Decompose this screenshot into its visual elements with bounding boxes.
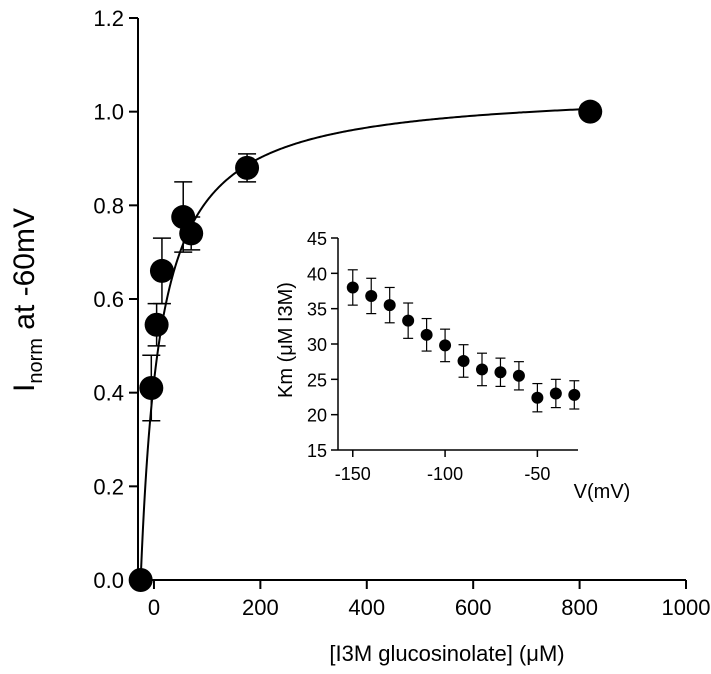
main-y-axis-label-subscript: norm	[25, 338, 47, 384]
inset-data-point	[549, 387, 562, 400]
main-x-tick-label: 600	[455, 595, 492, 620]
main-chart: 0.0 0.2 0.4 0.6 0.8 1.0 1.2 0 200 400 600 800 1000	[93, 6, 710, 620]
main-x-tick-label: 800	[561, 595, 598, 620]
inset-data-point	[402, 314, 415, 327]
inset-data-point	[420, 328, 433, 341]
main-y-tick-label: 0.6	[93, 287, 124, 312]
inset-y-tick-label: 45	[307, 229, 327, 249]
main-x-axis-label: [I3M glucosinolate] (μM)	[329, 641, 564, 666]
inset-y-tick-label: 20	[307, 406, 327, 426]
main-data-point	[149, 258, 174, 283]
inset-data-point	[439, 339, 452, 352]
inset-data-point	[346, 281, 359, 294]
inset-x-tick-label: -50	[524, 464, 550, 484]
main-data-point	[128, 568, 153, 592]
main-x-tick-label: 200	[242, 595, 279, 620]
main-data-point	[144, 312, 169, 337]
inset-data-point	[512, 369, 525, 382]
inset-y-tick-label: 30	[307, 335, 327, 355]
main-y-axis-label: Inorm at -60mV	[8, 208, 47, 392]
main-fit-curve	[139, 107, 591, 580]
main-x-tick-label: 0	[148, 595, 160, 620]
main-y-tick-label: 1.2	[93, 6, 124, 31]
inset-y-axis-label: Km (μM I3M)	[275, 282, 297, 398]
main-y-tick-label: 0.2	[93, 474, 124, 499]
main-y-tick-label: 0.0	[93, 568, 124, 593]
inset-data-point	[568, 388, 581, 401]
inset-y-tick-label: 15	[307, 441, 327, 461]
inset-y-tick-label: 25	[307, 370, 327, 390]
main-x-tick-label: 400	[348, 595, 385, 620]
main-data-point	[578, 99, 603, 124]
inset-x-axis-label: V(mV)	[574, 481, 631, 503]
inset-data-point	[494, 366, 507, 379]
inset-x-tick-label: -100	[427, 464, 463, 484]
main-y-tick-label: 0.4	[93, 381, 124, 406]
inset-x-tick-label: -150	[335, 464, 371, 484]
inset-data-point	[383, 299, 396, 312]
inset-y-tick-label: 40	[307, 264, 327, 284]
main-y-axis-label-rest: at -60mV	[8, 208, 41, 338]
main-data-point	[235, 155, 260, 180]
inset-data-point	[457, 354, 470, 367]
inset-data-point	[531, 391, 544, 404]
main-x-tick-label: 1000	[662, 595, 711, 620]
inset-chart: 15 20 25 30 35 40 45 -150 -100 -50	[307, 229, 581, 484]
main-data-point	[139, 375, 164, 400]
main-y-tick-label: 0.8	[93, 193, 124, 218]
inset-y-tick-label: 35	[307, 300, 327, 320]
inset-data-point	[476, 363, 488, 376]
main-y-axis-label-symbol: I	[8, 384, 41, 392]
inset-data-point	[365, 289, 378, 302]
main-data-point	[179, 221, 204, 246]
main-y-tick-label: 1.0	[93, 100, 124, 125]
